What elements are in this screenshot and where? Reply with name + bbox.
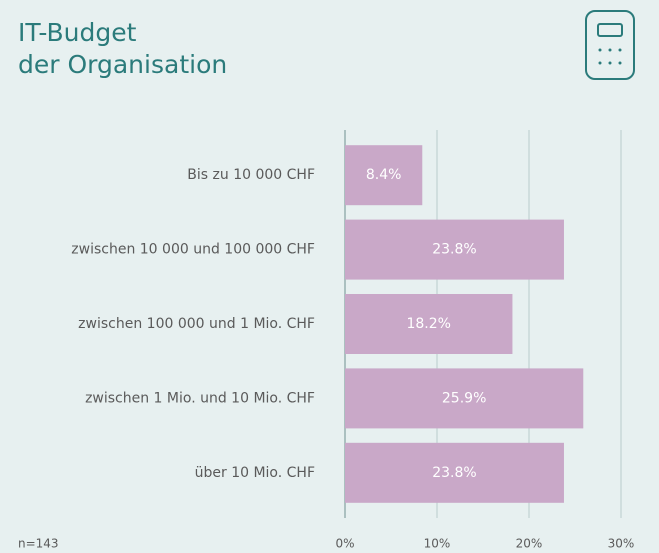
bar: [345, 294, 513, 354]
value-label: 18.2%: [406, 316, 450, 332]
y-tick-label: zwischen 100 000 und 1 Mio. CHF: [78, 316, 315, 332]
y-tick-label: über 10 Mio. CHF: [195, 465, 315, 481]
x-tick-label: 20%: [516, 537, 543, 551]
chart-title: IT-Budget: [18, 18, 137, 47]
chart-title: der Organisation: [18, 50, 227, 79]
y-tick-label: zwischen 1 Mio. und 10 Mio. CHF: [85, 390, 315, 406]
value-label: 8.4%: [366, 167, 402, 183]
bar: [345, 442, 564, 503]
y-tick-label: Bis zu 10 000 CHF: [187, 167, 315, 183]
bar: [345, 145, 423, 206]
calculator-icon: [585, 10, 635, 80]
x-tick-label: 0%: [335, 537, 354, 551]
x-tick-label: 30%: [608, 537, 635, 551]
value-label: 25.9%: [442, 390, 486, 406]
x-tick-label: 10%: [424, 537, 451, 551]
bar: [345, 219, 564, 280]
note: n=143: [18, 537, 59, 551]
y-tick-label: zwischen 10 000 und 100 000 CHF: [71, 242, 315, 258]
value-label: 23.8%: [432, 465, 476, 481]
bar: [345, 368, 584, 429]
value-label: 23.8%: [432, 242, 476, 258]
